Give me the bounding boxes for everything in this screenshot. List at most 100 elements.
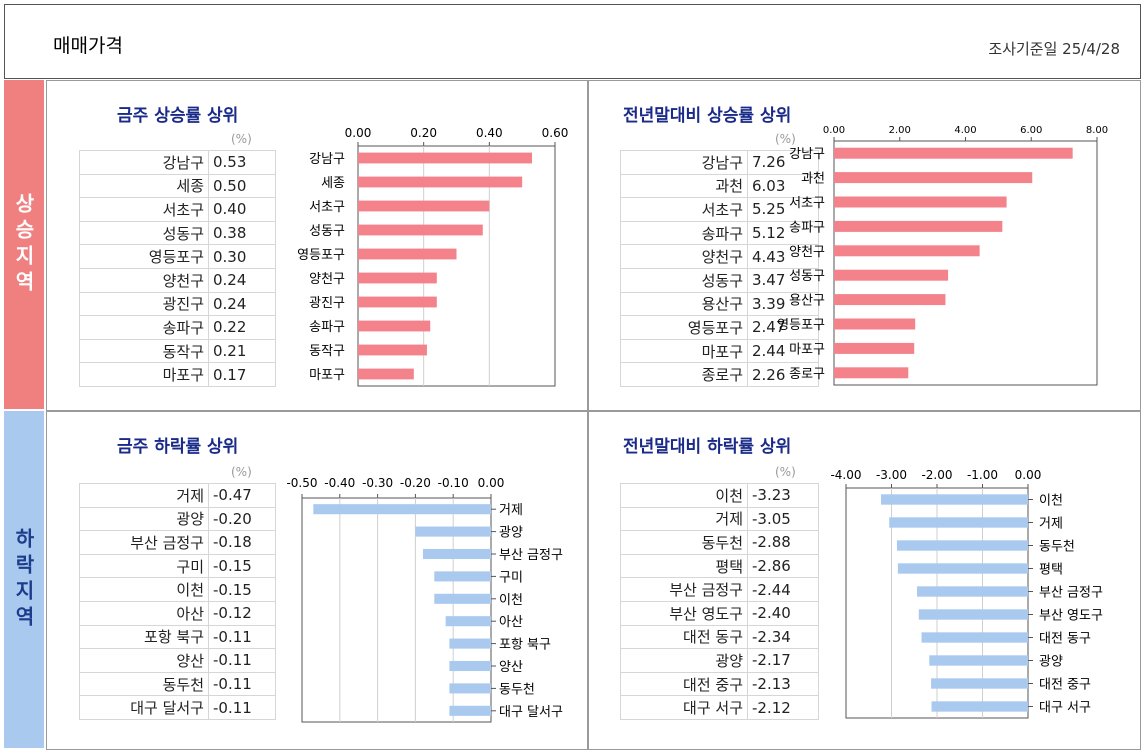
rate-value-cell: -3.23 bbox=[747, 483, 819, 508]
panel-ytd-fall: 전년말대비 하락률 상위 (%) 이천 -3.23 거제 -3.05 동두천 -2.88 평… bbox=[588, 411, 1141, 750]
rate-value-cell: 5.25 bbox=[747, 197, 819, 222]
bar bbox=[834, 245, 980, 257]
rate-value-cell: -0.20 bbox=[208, 506, 276, 532]
category-label: 영등포구 bbox=[777, 318, 825, 333]
category-label: 성동구 bbox=[309, 224, 345, 239]
bar bbox=[358, 152, 533, 164]
region-name-cell: 거제 bbox=[79, 483, 209, 508]
bar bbox=[916, 586, 1028, 597]
tick-label: -0.20 bbox=[400, 476, 431, 490]
table-row: 송파구 5.12 bbox=[620, 220, 819, 246]
category-label: 서초구 bbox=[789, 196, 825, 211]
survey-date: 조사기준일 25/4/28 bbox=[988, 40, 1120, 58]
category-label: 강남구 bbox=[309, 152, 345, 167]
category-label: 대구 달서구 bbox=[499, 705, 563, 720]
panel-title: 전년말대비 하락률 상위 bbox=[623, 437, 792, 457]
tick-label: 0.60 bbox=[542, 126, 569, 140]
unit-label: (%) bbox=[775, 465, 796, 479]
bar bbox=[834, 342, 915, 354]
bar bbox=[358, 200, 490, 212]
table-row: 영등포구 0.30 bbox=[79, 244, 276, 269]
category-label: 영등포구 bbox=[297, 248, 345, 263]
rate-value-cell: 0.40 bbox=[208, 197, 276, 222]
header-bar: 매매가격 조사기준일 25/4/28 bbox=[4, 4, 1141, 79]
tick-label: -0.50 bbox=[286, 476, 317, 490]
category-label: 성동구 bbox=[789, 269, 825, 284]
region-name-cell: 광양 bbox=[620, 648, 748, 673]
table-row: 대전 동구 -2.34 bbox=[620, 624, 819, 650]
region-name-cell: 이천 bbox=[620, 483, 748, 508]
table-row: 서초구 5.25 bbox=[620, 197, 819, 222]
panel-title: 금주 하락률 상위 bbox=[117, 437, 239, 457]
page-title: 매매가격 bbox=[53, 35, 123, 57]
bar bbox=[834, 367, 909, 379]
category-label: 광진구 bbox=[309, 296, 345, 311]
bar bbox=[834, 196, 1007, 208]
bar bbox=[921, 632, 1028, 643]
bar bbox=[358, 176, 523, 188]
bar bbox=[449, 683, 491, 694]
rate-value-cell: 0.50 bbox=[208, 173, 276, 199]
falling-region-label: 하락지역 bbox=[4, 411, 44, 748]
rate-value-cell: 4.43 bbox=[747, 244, 819, 269]
category-label: 양천구 bbox=[789, 245, 825, 260]
bar bbox=[358, 320, 431, 332]
table-row: 이천 -0.15 bbox=[79, 577, 276, 602]
category-label: 광양 bbox=[1039, 655, 1063, 670]
category-label: 부산 금정구 bbox=[499, 548, 563, 563]
table-row: 동작구 0.21 bbox=[79, 338, 276, 364]
bar bbox=[422, 548, 491, 560]
rate-value-cell: -2.17 bbox=[747, 648, 819, 673]
bar bbox=[834, 269, 949, 281]
category-label: 양산 bbox=[499, 660, 523, 675]
bar bbox=[834, 318, 916, 330]
rate-value-cell: -0.11 bbox=[208, 648, 276, 673]
tick-label: -1.00 bbox=[967, 468, 998, 482]
bar bbox=[358, 296, 437, 308]
category-label: 포항 북구 bbox=[499, 638, 551, 653]
bar bbox=[358, 224, 483, 236]
bar bbox=[881, 494, 1028, 505]
bar bbox=[449, 638, 491, 649]
table-row: 용산구 3.39 bbox=[620, 291, 819, 317]
bar-chart: 0.00 0.20 0.40 0.60 강남구세종서초구성동구영등포구양천구광진구송파구… bbox=[297, 126, 569, 387]
category-label: 강남구 bbox=[789, 147, 825, 162]
rate-value-cell: -2.12 bbox=[747, 695, 819, 720]
region-name-cell: 광진구 bbox=[79, 291, 209, 317]
unit-label: (%) bbox=[231, 132, 252, 146]
table-row: 포항 북구 -0.11 bbox=[79, 624, 276, 650]
bar bbox=[415, 526, 491, 537]
category-label: 송파구 bbox=[309, 320, 345, 335]
rate-value-cell: -3.05 bbox=[747, 506, 819, 532]
region-name-cell: 부산 금정구 bbox=[79, 530, 209, 555]
data-table: 강남구 0.53 세종 0.50 서초구 0.40 성동구 0.38 영등포구 0.30 양천구 0.… bbox=[79, 150, 276, 387]
tick-label: 0.00 bbox=[1015, 468, 1042, 482]
table-row: 구미 -0.15 bbox=[79, 553, 276, 579]
category-label: 평택 bbox=[1039, 563, 1063, 578]
bar bbox=[931, 678, 1028, 689]
tick-label: 0.40 bbox=[476, 126, 503, 140]
category-label: 아산 bbox=[499, 615, 523, 630]
category-label: 거제 bbox=[1039, 517, 1063, 532]
rate-value-cell: 2.47 bbox=[747, 315, 819, 340]
table-row: 동두천 -0.11 bbox=[79, 671, 276, 697]
rate-value-cell: -2.88 bbox=[747, 530, 819, 555]
rate-value-cell: 0.24 bbox=[208, 291, 276, 317]
bar bbox=[358, 368, 414, 380]
category-label: 용산구 bbox=[789, 294, 825, 309]
region-name-cell: 거제 bbox=[620, 506, 748, 532]
region-name-cell: 동두천 bbox=[79, 671, 209, 697]
bar bbox=[358, 248, 457, 260]
bar bbox=[449, 660, 491, 672]
panel-title: 전년말대비 상승률 상위 bbox=[623, 106, 792, 126]
tick-label: 0.00 bbox=[478, 476, 505, 490]
bar bbox=[358, 272, 437, 284]
bar bbox=[834, 147, 1073, 159]
region-name-cell: 영등포구 bbox=[79, 244, 209, 269]
table-row: 광양 -2.17 bbox=[620, 648, 819, 673]
rate-value-cell: 3.47 bbox=[747, 267, 819, 293]
region-name-cell: 평택 bbox=[620, 553, 748, 579]
rate-value-cell: -0.15 bbox=[208, 577, 276, 602]
table-row: 마포구 0.17 bbox=[79, 362, 276, 387]
region-name-cell: 대전 동구 bbox=[620, 624, 748, 650]
